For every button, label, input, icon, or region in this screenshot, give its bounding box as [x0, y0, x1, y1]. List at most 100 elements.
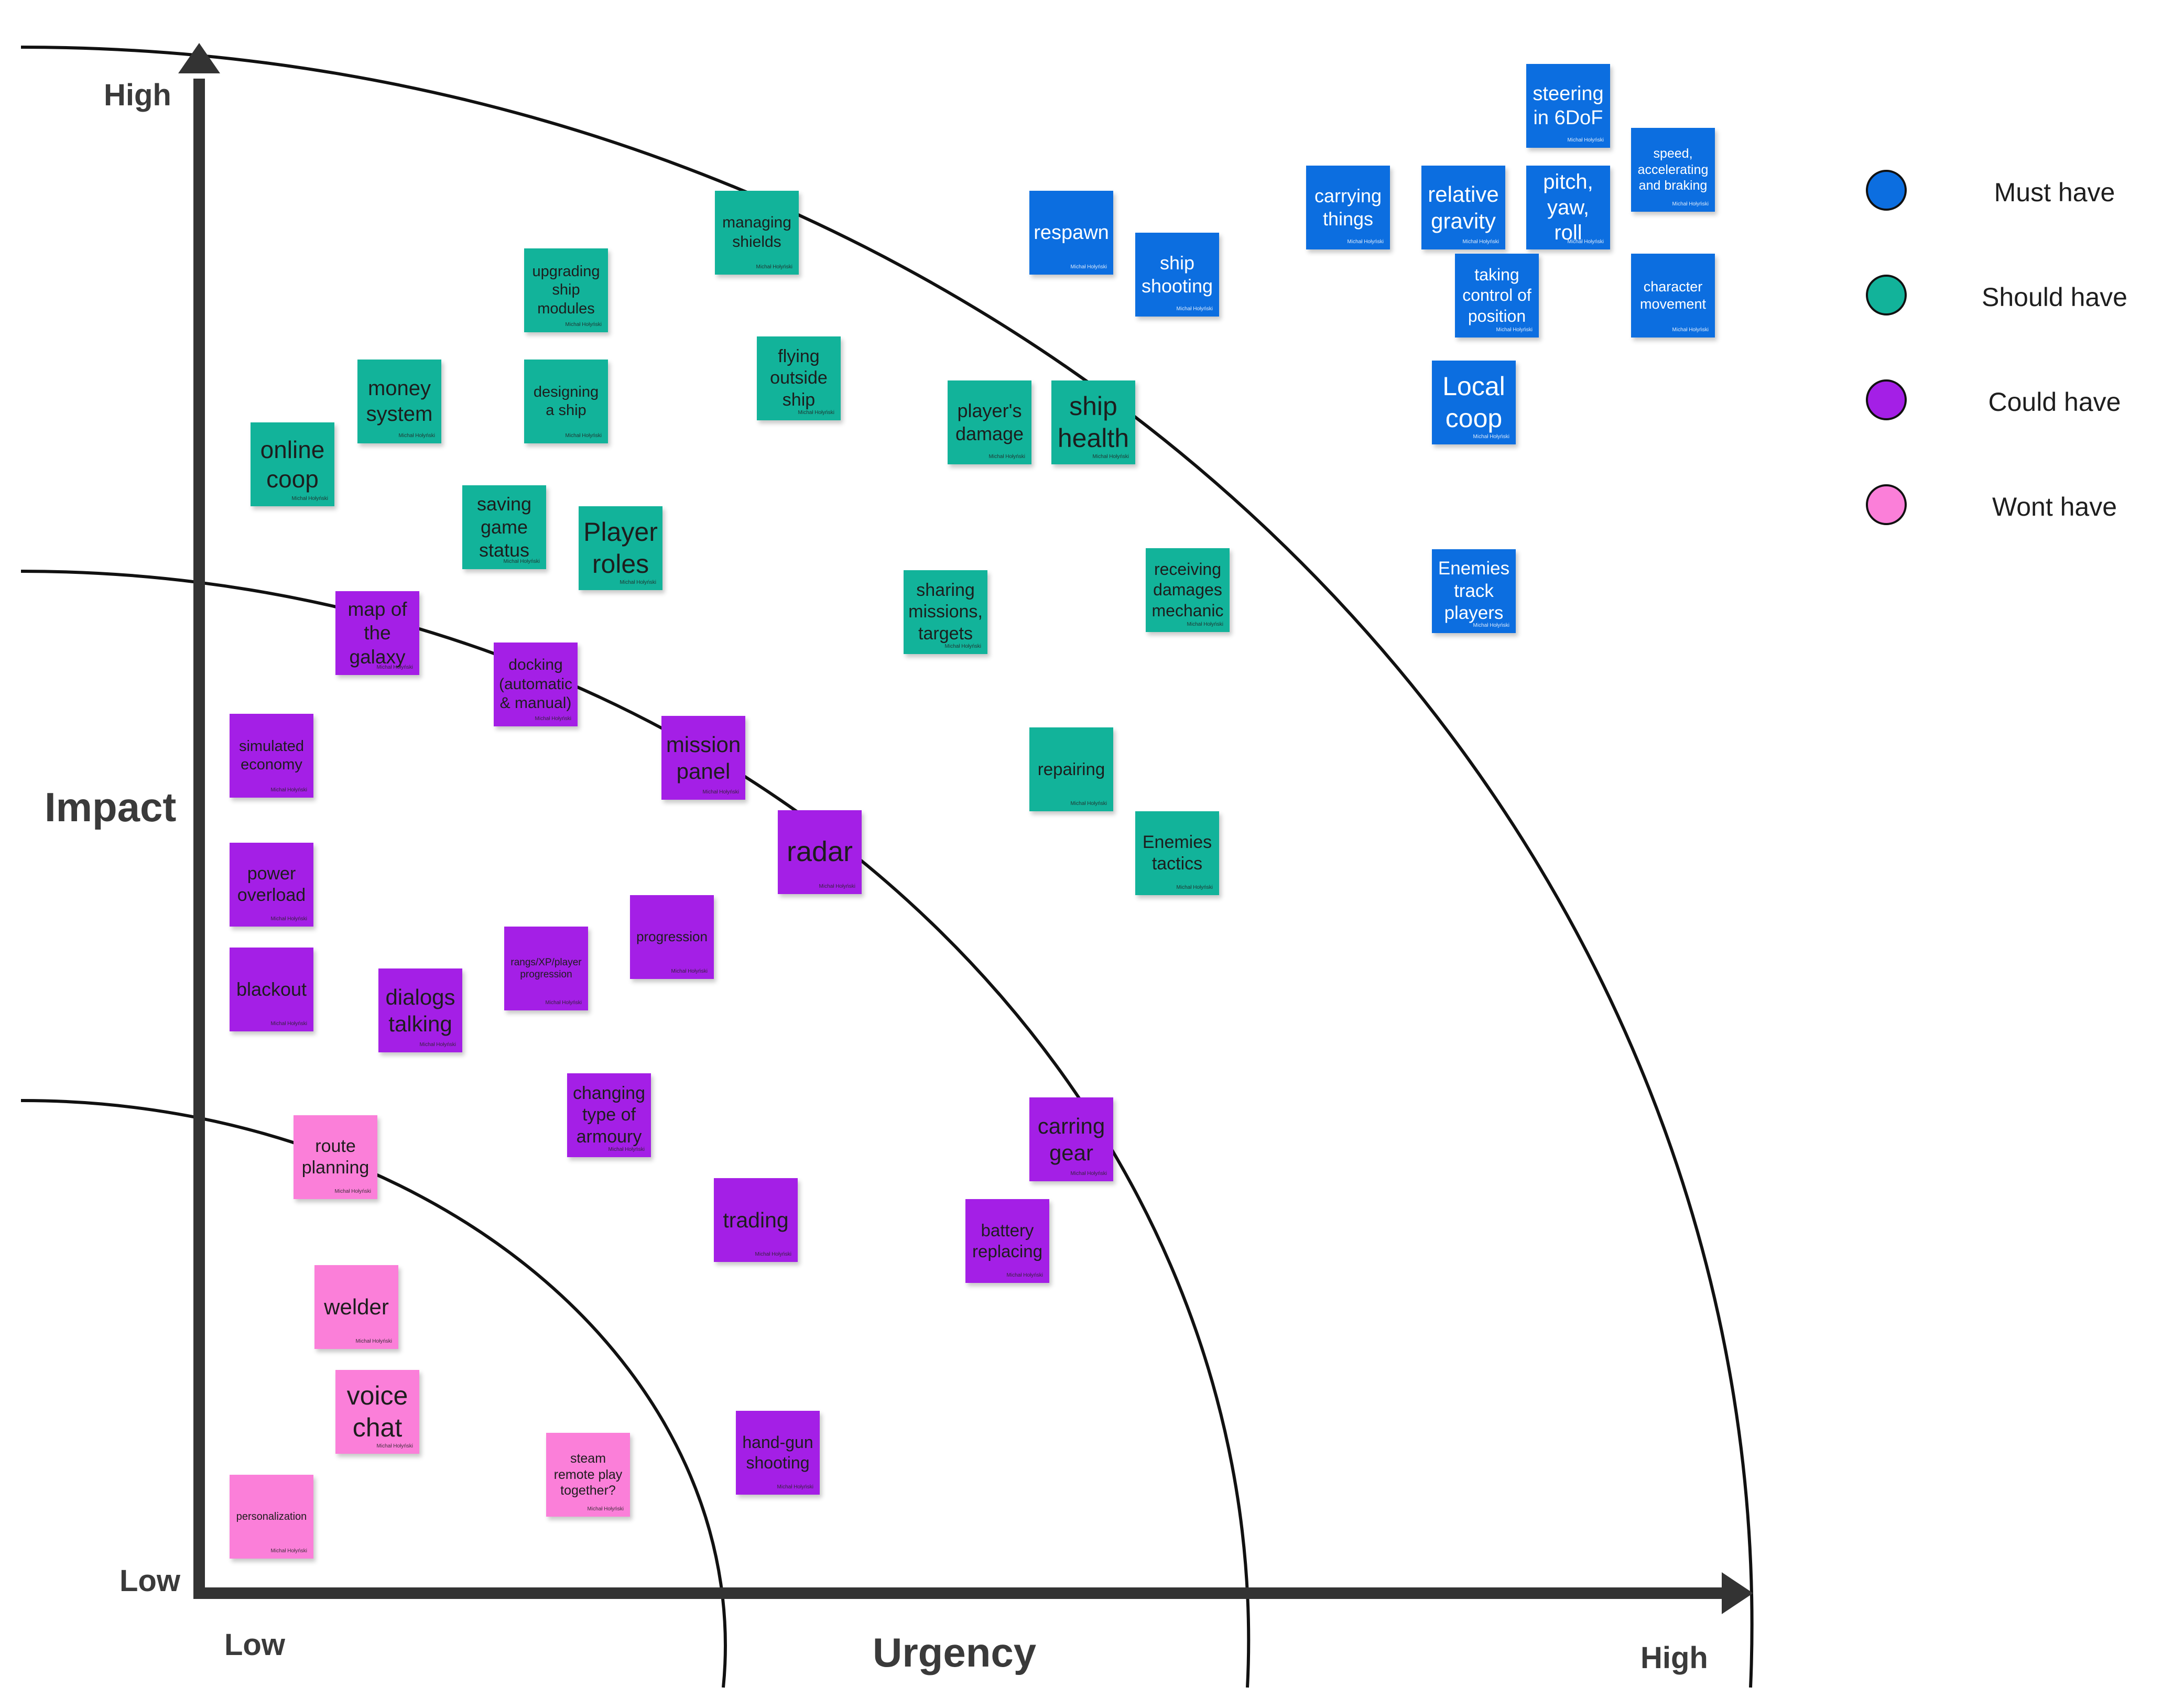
- sticky-note-author: Michał Hołyński: [565, 433, 602, 439]
- sticky-note[interactable]: Enemies tactics Michał Hołyński: [1135, 811, 1219, 895]
- x-axis-low-label: Low: [224, 1628, 285, 1662]
- sticky-note[interactable]: personalization Michał Hołyński: [230, 1475, 313, 1559]
- sticky-note-text: taking control of position: [1462, 265, 1531, 325]
- sticky-note-author: Michał Hołyński: [1473, 434, 1509, 440]
- sticky-note[interactable]: map of the galaxy Michał Hołyński: [335, 591, 419, 675]
- sticky-note[interactable]: mission panel Michał Hołyński: [661, 716, 745, 800]
- sticky-note-author: Michał Hołyński: [270, 787, 307, 793]
- sticky-note[interactable]: repairing Michał Hołyński: [1029, 727, 1113, 811]
- sticky-note-author: Michał Hołyński: [587, 1506, 624, 1512]
- sticky-note-author: Michał Hołyński: [270, 1548, 307, 1554]
- sticky-note[interactable]: rangs/XP/player progression Michał Hołyńs…: [504, 927, 588, 1010]
- sticky-note-author: Michał Hołyński: [756, 264, 792, 270]
- sticky-note-author: Michał Hołyński: [608, 1147, 645, 1152]
- sticky-note[interactable]: upgrading ship modules Michał Hołyński: [524, 248, 608, 332]
- sticky-note-author: Michał Hołyński: [702, 789, 739, 795]
- sticky-note[interactable]: flying outside ship Michał Hołyński: [757, 336, 841, 420]
- sticky-note-text: designing a ship: [533, 383, 599, 419]
- sticky-note[interactable]: relative gravity Michał Hołyński: [1421, 166, 1505, 249]
- sticky-note-text: managing shields: [722, 214, 791, 251]
- sticky-note-author: Michał Hołyński: [270, 1021, 307, 1027]
- sticky-note[interactable]: Enemies track players Michał Hołyński: [1432, 549, 1516, 633]
- sticky-note[interactable]: docking (automatic & manual) Michał Hołyń…: [494, 643, 578, 726]
- sticky-note-author: Michał Hołyński: [545, 1000, 582, 1006]
- sticky-note[interactable]: receiving damages mechanic Michał Hołyńsk…: [1146, 548, 1230, 632]
- sticky-note-text: repairing: [1037, 759, 1105, 779]
- sticky-note[interactable]: trading Michał Hołyński: [714, 1178, 798, 1262]
- outer-arc: [20, 46, 1754, 1688]
- sticky-note-author: Michał Hołyński: [620, 580, 656, 585]
- sticky-note-text: docking (automatic & manual): [498, 656, 573, 712]
- sticky-note-author: Michał Hołyński: [1006, 1272, 1043, 1278]
- sticky-note-text: player's damage: [955, 400, 1024, 444]
- sticky-note[interactable]: hand-gun shooting Michał Hołyński: [736, 1411, 820, 1495]
- sticky-note-author: Michał Hołyński: [1070, 801, 1107, 807]
- sticky-note[interactable]: dialogs talking Michał Hołyński: [378, 968, 462, 1052]
- sticky-note-text: sharing missions, targets: [908, 580, 983, 644]
- sticky-note-text: dialogs talking: [385, 984, 455, 1036]
- y-axis-title: Impact: [45, 784, 177, 830]
- sticky-note[interactable]: managing shields Michał Hołyński: [715, 191, 799, 275]
- sticky-note-text: progression: [636, 929, 708, 945]
- sticky-note[interactable]: pitch, yaw, roll Michał Hołyński: [1526, 166, 1610, 249]
- sticky-note-author: Michał Hołyński: [1070, 264, 1107, 270]
- legend-label: Could have: [1988, 387, 2121, 417]
- sticky-note[interactable]: designing a ship Michał Hołyński: [524, 360, 608, 443]
- sticky-note[interactable]: steering in 6DoF Michał Hołyński: [1526, 64, 1610, 148]
- sticky-note-author: Michał Hołyński: [419, 1042, 456, 1048]
- sticky-note[interactable]: player's damage Michał Hołyński: [948, 380, 1031, 464]
- sticky-note-author: Michał Hołyński: [1567, 137, 1604, 143]
- legend-item-wont: Wont have: [1866, 482, 2159, 529]
- sticky-note-author: Michał Hołyński: [1672, 327, 1709, 333]
- sticky-note[interactable]: battery replacing Michał Hołyński: [965, 1199, 1049, 1283]
- legend-label: Wont have: [1992, 492, 2117, 521]
- sticky-note-text: simulated economy: [238, 737, 305, 773]
- sticky-note-author: Michał Hołyński: [503, 559, 540, 564]
- sticky-note-author: Michał Hołyński: [755, 1251, 791, 1257]
- sticky-note-text: receiving damages mechanic: [1151, 560, 1224, 620]
- sticky-note-author: Michał Hołyński: [1070, 1171, 1107, 1177]
- sticky-note-text: flying outside ship: [770, 346, 828, 410]
- sticky-note[interactable]: welder Michał Hołyński: [314, 1265, 398, 1349]
- sticky-note-text: hand-gun shooting: [742, 1432, 813, 1472]
- sticky-note[interactable]: ship health Michał Hołyński: [1051, 380, 1135, 464]
- sticky-note[interactable]: taking control of position Michał Hołyńsk…: [1455, 254, 1539, 338]
- legend-label: Must have: [1994, 178, 2115, 207]
- sticky-note[interactable]: blackout Michał Hołyński: [230, 948, 313, 1031]
- sticky-note[interactable]: saving game status Michał Hołyński: [462, 485, 546, 569]
- legend-swatch: [1866, 170, 1907, 211]
- sticky-note[interactable]: power overload Michał Hołyński: [230, 843, 313, 927]
- sticky-note-text: mission panel: [666, 732, 741, 783]
- sticky-note[interactable]: voice chat Michał Hołyński: [335, 1370, 419, 1454]
- legend-swatch: [1866, 275, 1907, 315]
- sticky-note[interactable]: ship shooting Michał Hołyński: [1135, 233, 1219, 317]
- sticky-note[interactable]: speed, accelerating and braking Michał Ho…: [1631, 128, 1715, 212]
- sticky-note[interactable]: Player roles Michał Hołyński: [579, 506, 662, 590]
- sticky-note-author: Michał Hołyński: [376, 665, 413, 670]
- sticky-note-text: Local coop: [1442, 372, 1505, 433]
- sticky-note-text: power overload: [237, 863, 306, 905]
- sticky-note[interactable]: simulated economy Michał Hołyński: [230, 714, 313, 798]
- sticky-note[interactable]: route planning Michał Hołyński: [294, 1115, 377, 1199]
- sticky-note[interactable]: carrying things Michał Hołyński: [1306, 166, 1390, 249]
- x-axis-arrowhead: [1722, 1572, 1753, 1614]
- sticky-note[interactable]: carring gear Michał Hołyński: [1029, 1097, 1113, 1181]
- sticky-note[interactable]: online coop Michał Hołyński: [251, 422, 334, 506]
- sticky-note-text: voice chat: [346, 1381, 408, 1442]
- sticky-note[interactable]: money system Michał Hołyński: [357, 360, 441, 443]
- legend-label: Should have: [1981, 282, 2127, 312]
- sticky-note[interactable]: steam remote play together? Michał Hołyńs…: [546, 1433, 630, 1517]
- sticky-note[interactable]: sharing missions, targets Michał Hołyński: [904, 570, 987, 654]
- sticky-note-author: Michał Hołyński: [1496, 327, 1533, 333]
- sticky-note-text: welder: [324, 1294, 389, 1320]
- sticky-note-text: trading: [723, 1207, 789, 1232]
- sticky-note[interactable]: Local coop Michał Hołyński: [1432, 361, 1516, 444]
- sticky-note[interactable]: progression Michał Hołyński: [630, 895, 714, 979]
- sticky-note-text: Enemies tactics: [1142, 832, 1212, 874]
- sticky-note[interactable]: radar Michał Hołyński: [778, 810, 862, 894]
- sticky-note-text: ship shooting: [1141, 252, 1213, 297]
- sticky-note[interactable]: changing type of armoury Michał Hołyński: [567, 1073, 651, 1157]
- sticky-note[interactable]: respawn Michał Hołyński: [1029, 191, 1113, 275]
- sticky-note[interactable]: character movement Michał Hołyński: [1631, 254, 1715, 338]
